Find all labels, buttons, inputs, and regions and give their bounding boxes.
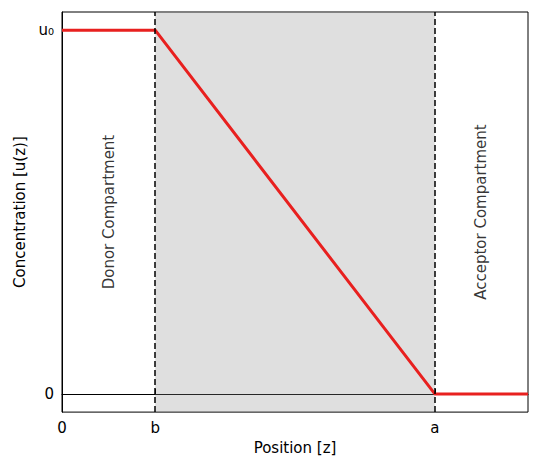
svg-text:a: a bbox=[430, 419, 439, 437]
svg-text:0: 0 bbox=[44, 385, 54, 403]
svg-text:Position [z]: Position [z] bbox=[254, 439, 337, 457]
svg-text:u₀: u₀ bbox=[38, 21, 54, 39]
svg-text:Acceptor Compartment: Acceptor Compartment bbox=[472, 124, 490, 300]
svg-text:b: b bbox=[150, 419, 160, 437]
svg-text:Donor Compartment: Donor Compartment bbox=[100, 135, 118, 290]
svg-text:Concentration [u(z)]: Concentration [u(z)] bbox=[11, 136, 29, 288]
svg-text:0: 0 bbox=[57, 419, 67, 437]
